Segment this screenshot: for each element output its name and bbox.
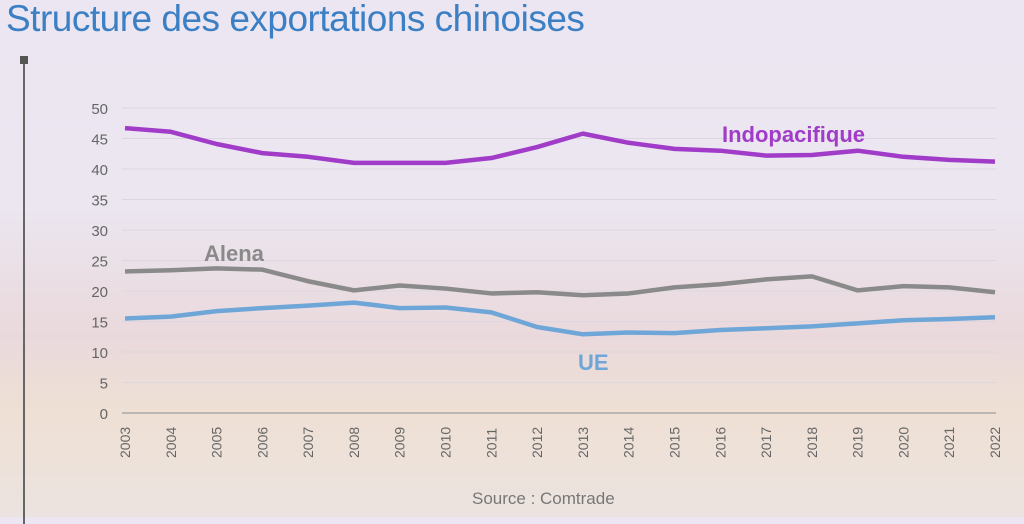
y-tick-label: 20 (91, 284, 108, 301)
series-label: Indopacifique (722, 122, 865, 147)
x-tick-label: 2008 (346, 427, 362, 458)
y-tick-label: 5 (100, 376, 108, 393)
x-tick-label: 2010 (438, 427, 454, 458)
y-tick-label: 40 (91, 162, 108, 179)
x-tick-label: 2022 (987, 427, 1003, 458)
y-tick-label: 50 (91, 101, 108, 118)
series-label: Alena (204, 241, 265, 266)
y-tick-label: 10 (91, 345, 108, 362)
series-label: UE (578, 350, 609, 375)
y-tick-label: 25 (91, 254, 108, 271)
x-tick-label: 2005 (209, 427, 225, 458)
y-tick-label: 15 (91, 315, 108, 332)
y-tick-label: 30 (91, 223, 108, 240)
y-tick-label: 35 (91, 193, 108, 210)
x-tick-label: 2009 (392, 427, 408, 458)
x-tick-label: 2003 (117, 427, 133, 458)
x-tick-label: 2018 (804, 427, 820, 458)
x-tick-label: 2013 (575, 427, 591, 458)
x-tick-label: 2019 (850, 427, 866, 458)
x-tick-label: 2017 (758, 427, 774, 458)
x-tick-label: 2012 (529, 427, 545, 458)
x-tick-label: 2004 (163, 427, 179, 458)
x-tick-label: 2020 (895, 427, 911, 458)
x-tick-label: 2007 (300, 427, 316, 458)
x-tick-label: 2011 (483, 428, 499, 458)
source-note: Source : Comtrade (472, 489, 615, 509)
x-tick-label: 2016 (712, 427, 728, 458)
x-tick-label: 2015 (666, 427, 682, 458)
series-line-ue (125, 303, 995, 335)
y-tick-label: 0 (100, 406, 108, 423)
y-tick-label: 45 (91, 132, 108, 149)
x-tick-label: 2006 (254, 427, 270, 458)
x-tick-label: 2014 (621, 427, 637, 458)
x-tick-label: 2021 (941, 427, 957, 458)
